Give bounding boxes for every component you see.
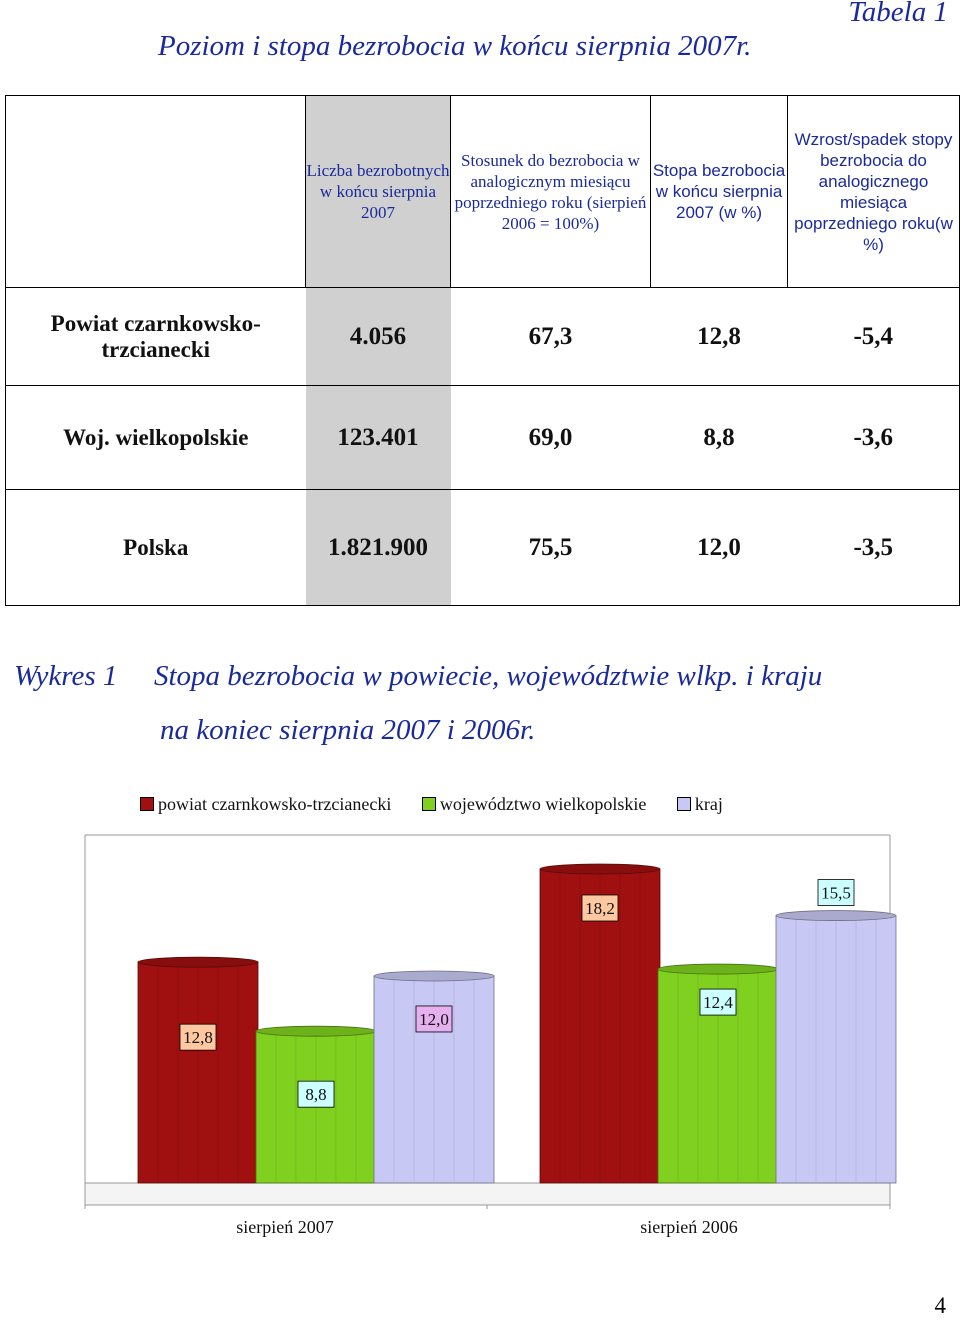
legend-label: powiat czarnkowsko-trzcianecki — [158, 794, 392, 814]
data-label-box — [581, 894, 619, 922]
data-label-box — [179, 1023, 217, 1051]
cell-wzrost: -3,6 — [787, 385, 960, 490]
table-number-label: Tabela 1 — [848, 0, 948, 28]
cell-liczba: 4.056 — [305, 287, 451, 386]
cell-wzrost: -5,4 — [787, 287, 960, 386]
plot-floor — [84, 1182, 891, 1206]
legend-item: województwo wielkopolskie — [421, 794, 647, 815]
cell-stosunek: 69,0 — [450, 385, 651, 490]
row-label: Powiat czarnkowsko-trzcianecki — [5, 287, 306, 386]
legend-item: kraj — [676, 794, 723, 815]
chart-title: Stopa bezrobocia w powiecie, województwi… — [154, 660, 823, 692]
table-row: Powiat czarnkowsko-trzcianecki 4.056 67,… — [5, 287, 960, 386]
chart-heading: Wykres 1 Stopa bezrobocia w powiecie, woj… — [14, 660, 822, 693]
data-label-box — [297, 1080, 335, 1108]
legend-label: kraj — [694, 794, 723, 814]
chart-legend: powiat czarnkowsko-trzcianecki województ… — [140, 794, 749, 815]
cell-stopa: 12,0 — [650, 489, 788, 606]
data-label-box — [817, 879, 855, 906]
chart-subtitle: na koniec sierpnia 2007 i 2006r. — [160, 714, 536, 746]
cell-stosunek: 67,3 — [450, 287, 651, 386]
bar-top — [775, 910, 897, 921]
bar-top — [137, 956, 259, 968]
bar-top — [657, 963, 779, 975]
data-label: 15,5 — [821, 884, 851, 903]
cell-stosunek: 75,5 — [450, 489, 651, 606]
cell-stopa: 8,8 — [650, 385, 788, 490]
header-stopa-bezrobocia: Stopa bezrobocia w końcu sierpnia 2007 (… — [650, 95, 788, 288]
legend-swatch — [140, 796, 154, 811]
table-row: Polska 1.821.900 75,5 12,0 -3,5 — [5, 489, 960, 606]
data-label-box — [415, 1005, 453, 1033]
chart-number: Wykres 1 — [14, 660, 118, 692]
bar-top — [255, 1025, 377, 1037]
header-wzrost-spadek: Wzrost/spadek stopy bezrobocia do analog… — [787, 95, 960, 288]
header-stosunek: Stosunek do bezrobocia w analogicznym mi… — [450, 95, 651, 288]
data-label: 18,2 — [585, 899, 615, 918]
page-number: 4 — [934, 1293, 947, 1318]
x-tick-label: sierpień 2007 — [236, 1217, 333, 1237]
cell-liczba: 1.821.900 — [305, 489, 451, 606]
bar-top — [539, 863, 661, 875]
data-label-box — [699, 988, 737, 1016]
x-tick-label: sierpień 2006 — [640, 1217, 737, 1237]
data-label: 8,8 — [305, 1085, 326, 1104]
row-label: Woj. wielkopolskie — [5, 385, 306, 490]
cell-wzrost: -3,5 — [787, 489, 960, 606]
page-title: Poziom i stopa bezrobocia w końcu sierpn… — [158, 30, 752, 62]
legend-label: województwo wielkopolskie — [439, 794, 647, 814]
table-row: Woj. wielkopolskie 123.401 69,0 8,8 -3,6 — [5, 385, 960, 490]
legend-swatch — [676, 796, 691, 811]
row-label: Polska — [5, 489, 306, 606]
bar-top — [373, 970, 495, 982]
data-label: 12,4 — [703, 993, 733, 1012]
unemployment-table: Liczba bezrobotnych w końcu sierpnia 200… — [5, 95, 960, 606]
data-label: 12,0 — [419, 1010, 449, 1029]
table-corner-cell — [5, 95, 306, 288]
data-label: 12,8 — [183, 1028, 213, 1047]
legend-swatch — [421, 796, 436, 811]
cell-liczba: 123.401 — [305, 385, 451, 490]
legend-item: powiat czarnkowsko-trzcianecki — [140, 794, 391, 815]
